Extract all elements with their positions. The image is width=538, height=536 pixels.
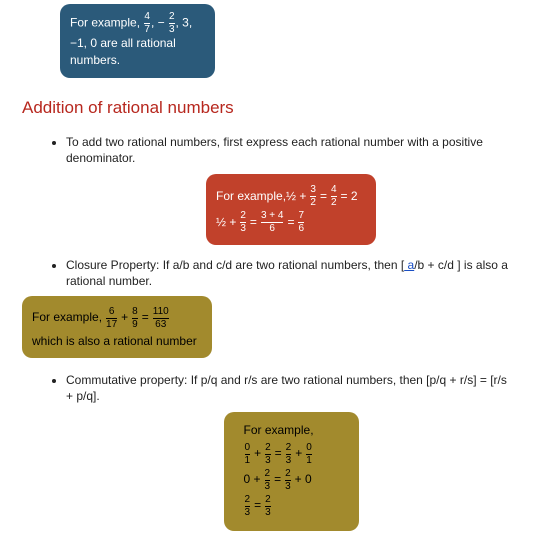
link-a[interactable]: a bbox=[404, 258, 414, 272]
fraction: 76 bbox=[298, 211, 304, 234]
example-red-box: For example,½ + 32 = 42 = 2 ½ + 23 = 3 +… bbox=[206, 174, 376, 245]
eq: = 2 bbox=[341, 188, 358, 205]
olive2-prefix: For example, bbox=[244, 422, 343, 439]
half: ½ + bbox=[216, 214, 236, 231]
bullet-3-text: Commutative property: If p/q and r/s are… bbox=[66, 373, 507, 403]
bullet-list: To add two rational numbers, first expre… bbox=[22, 134, 516, 531]
eq: = bbox=[254, 497, 261, 514]
fraction: 617 bbox=[106, 307, 117, 330]
eq: = bbox=[287, 214, 294, 231]
fraction: 11063 bbox=[153, 307, 169, 330]
fraction: 23 bbox=[265, 495, 271, 518]
fraction: 01 bbox=[245, 443, 251, 466]
eq: = bbox=[274, 471, 281, 488]
eq: = bbox=[142, 309, 149, 326]
fraction: 3 + 46 bbox=[261, 211, 284, 234]
bullet-1: To add two rational numbers, first expre… bbox=[66, 134, 516, 245]
op: + bbox=[295, 445, 302, 462]
post: + 0 bbox=[295, 471, 312, 488]
fraction: 23 bbox=[245, 495, 251, 518]
fraction: 01 bbox=[306, 443, 312, 466]
eq: = bbox=[320, 188, 327, 205]
fraction: 32 bbox=[310, 185, 316, 208]
fraction-4-7: 47 bbox=[144, 12, 150, 35]
olive-suffix: which is also a rational number bbox=[32, 333, 202, 350]
bullet-3: Commutative property: If p/q and r/s are… bbox=[66, 372, 516, 531]
pre: 0 + bbox=[244, 471, 261, 488]
bullet-1-text: To add two rational numbers, first expre… bbox=[66, 135, 483, 165]
section-heading: Addition of rational numbers bbox=[22, 98, 516, 118]
eq: = bbox=[275, 445, 282, 462]
fraction: 23 bbox=[240, 211, 246, 234]
intro-example-wrap: For example, 47, − 23, 3, −1, 0 are all … bbox=[60, 4, 516, 78]
example-olive-box: For example, 617 + 89 = 11063 which is a… bbox=[22, 296, 212, 358]
fraction: 42 bbox=[331, 185, 337, 208]
fraction: 23 bbox=[285, 469, 291, 492]
example-olive-box-2: For example, 01 + 23 = 23 + 01 0 + 23 = … bbox=[224, 412, 359, 530]
olive-prefix: For example, bbox=[32, 309, 102, 326]
eq: = bbox=[250, 214, 257, 231]
fraction: 23 bbox=[286, 443, 292, 466]
fraction-2-3: 23 bbox=[169, 12, 175, 35]
fraction: 23 bbox=[265, 469, 271, 492]
fraction: 23 bbox=[265, 443, 271, 466]
red-prefix: For example,½ + bbox=[216, 188, 306, 205]
bullet-2: Closure Property: If a/b and c/d are two… bbox=[66, 257, 516, 358]
bullet-2-pre: Closure Property: If a/b and c/d are two… bbox=[66, 258, 404, 272]
plus: + bbox=[121, 309, 128, 326]
fraction: 89 bbox=[132, 307, 138, 330]
intro-example-box: For example, 47, − 23, 3, −1, 0 are all … bbox=[60, 4, 215, 78]
intro-prefix: For example, bbox=[70, 16, 140, 30]
op: + bbox=[254, 445, 261, 462]
